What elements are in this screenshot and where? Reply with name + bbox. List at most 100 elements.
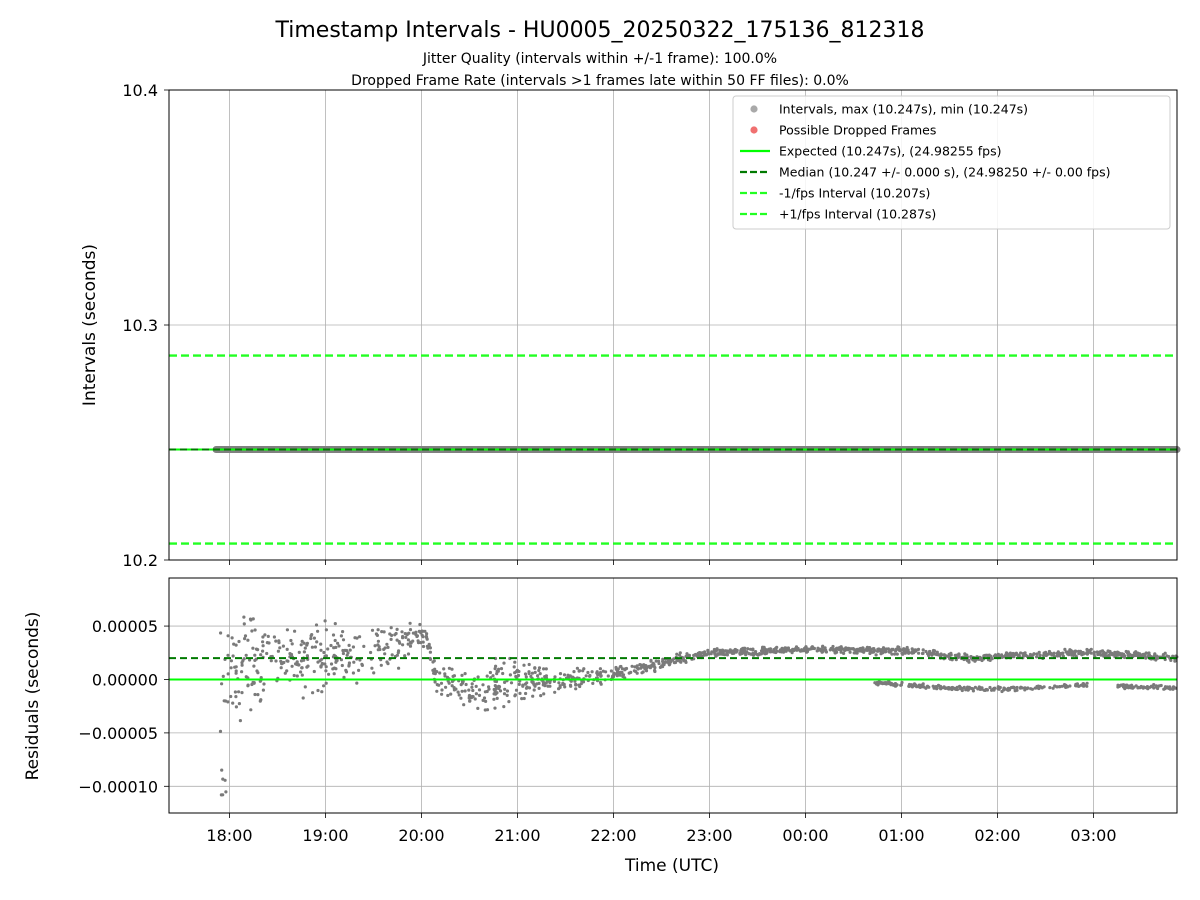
- residual-point: [1055, 654, 1059, 658]
- residual-point: [439, 681, 444, 685]
- residual-point: [323, 662, 327, 666]
- residual-point: [433, 680, 437, 684]
- residual-point: [1089, 651, 1093, 655]
- residual-point: [1044, 652, 1048, 656]
- residual-point: [319, 642, 323, 646]
- residual-point: [463, 672, 467, 676]
- residual-point: [312, 669, 316, 674]
- residual-point: [982, 688, 986, 692]
- residual-point: [253, 692, 257, 697]
- residual-point: [242, 615, 246, 619]
- residual-point: [389, 637, 393, 642]
- residual-point: [591, 681, 595, 686]
- residual-point: [679, 660, 683, 664]
- residual-point: [488, 670, 492, 675]
- residual-point: [251, 617, 255, 621]
- residual-point: [761, 651, 765, 655]
- residual-point: [557, 687, 561, 691]
- residual-point: [927, 685, 931, 689]
- residual-point: [765, 650, 769, 654]
- residual-point: [574, 687, 578, 691]
- residual-point: [741, 646, 745, 650]
- residual-point: [1059, 652, 1063, 656]
- residual-point: [1123, 655, 1127, 660]
- residual-point: [599, 682, 603, 686]
- residual-point: [921, 648, 925, 652]
- x-tick-label: 21:00: [494, 826, 540, 845]
- residual-point: [1124, 649, 1128, 654]
- residual-point: [527, 670, 531, 674]
- residual-point: [346, 651, 350, 655]
- residual-point: [725, 653, 730, 657]
- residual-point: [754, 651, 758, 656]
- residual-point: [274, 639, 278, 643]
- residual-point: [1085, 651, 1089, 655]
- residual-point: [459, 683, 463, 687]
- residual-point: [261, 644, 265, 648]
- residual-point: [1156, 686, 1160, 691]
- residual-point: [926, 652, 931, 656]
- residual-point: [538, 672, 542, 676]
- residual-point: [261, 635, 265, 639]
- residual-point: [1108, 649, 1112, 654]
- residual-point: [1011, 685, 1015, 689]
- residual-point: [1062, 683, 1067, 687]
- residual-point: [411, 631, 415, 635]
- residual-point: [839, 645, 843, 649]
- bottom-y-tick-label: 0.00000: [92, 670, 158, 689]
- residual-point: [853, 648, 857, 652]
- residual-point: [512, 665, 516, 669]
- residual-point: [963, 652, 967, 656]
- residual-point: [306, 664, 310, 668]
- legend: Intervals, max (10.247s), min (10.247s) P…: [732, 95, 1171, 230]
- residual-point: [246, 638, 250, 642]
- residual-point: [471, 695, 475, 699]
- residual-point: [715, 653, 719, 657]
- residual-point: [303, 685, 307, 689]
- residual-point: [376, 628, 380, 632]
- residual-point: [383, 652, 387, 656]
- residual-point: [824, 650, 829, 654]
- residual-point: [507, 700, 511, 704]
- residual-point: [546, 684, 550, 688]
- residual-point: [973, 685, 978, 689]
- legend-label: Median (10.247 +/- 0.000 s), (24.98250 +…: [779, 165, 1110, 180]
- residual-point: [406, 652, 411, 656]
- residual-point: [285, 647, 289, 652]
- residual-point: [516, 673, 521, 678]
- residual-point: [725, 649, 729, 653]
- residual-point: [673, 660, 678, 665]
- residual-point: [612, 673, 616, 677]
- residual-point: [390, 653, 394, 657]
- residual-point: [522, 663, 526, 667]
- residual-point: [935, 650, 939, 654]
- residual-point: [342, 675, 346, 680]
- residual-point: [712, 649, 717, 653]
- residual-point: [234, 671, 238, 675]
- residual-point: [946, 686, 950, 691]
- residual-point: [502, 705, 506, 709]
- residual-point: [524, 675, 528, 679]
- residual-point: [899, 683, 903, 687]
- residual-point: [772, 648, 776, 652]
- residual-point: [282, 660, 286, 665]
- residual-point: [483, 690, 487, 694]
- residual-point: [529, 674, 533, 679]
- residual-point: [386, 645, 390, 650]
- residual-point: [634, 669, 638, 674]
- residual-point: [221, 793, 225, 797]
- residual-point: [428, 650, 432, 654]
- legend-entry: Median (10.247 +/- 0.000 s), (24.98250 +…: [740, 165, 1110, 180]
- residual-point: [821, 645, 825, 649]
- residual-point: [1110, 653, 1114, 657]
- residual-point: [252, 664, 256, 668]
- residual-point: [316, 660, 320, 664]
- residual-point: [1107, 654, 1111, 658]
- residual-point: [493, 684, 497, 688]
- residual-point: [561, 681, 565, 686]
- residual-point: [662, 662, 666, 667]
- residual-point: [907, 684, 911, 688]
- residual-point: [1138, 652, 1142, 656]
- residual-point: [1035, 655, 1039, 659]
- residual-point: [1074, 684, 1078, 688]
